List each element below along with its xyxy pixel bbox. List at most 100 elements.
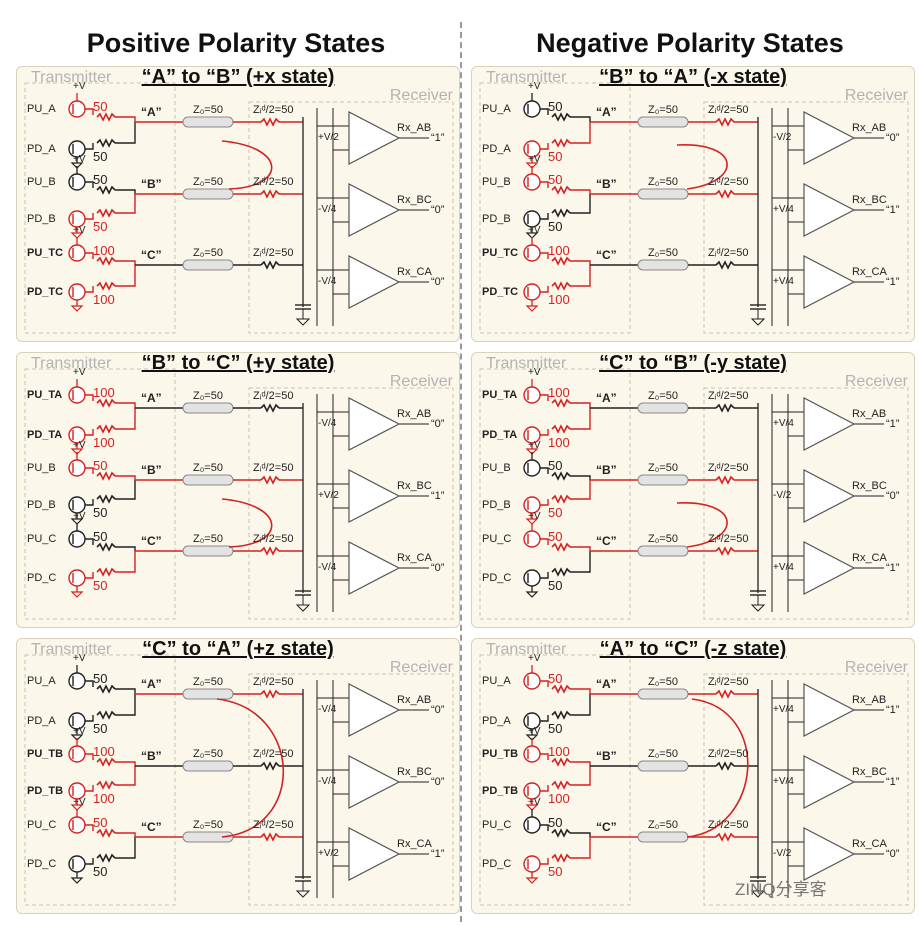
z0-label: Z₀=50 xyxy=(193,390,223,402)
zid-label: Zᵢᵈ/2=50 xyxy=(708,390,749,402)
supply-label: +V xyxy=(528,225,541,236)
rx-output: “1” xyxy=(431,848,445,860)
rx-output: “1” xyxy=(886,704,900,716)
comparator-icon xyxy=(803,111,856,165)
z0-label: Z₀=50 xyxy=(193,462,223,474)
transistor-icon xyxy=(68,459,86,477)
pull-device-label: PD_B xyxy=(27,499,56,511)
reference-voltage: -V/4 xyxy=(318,204,337,215)
pull-device-label: PD_TB xyxy=(27,785,64,797)
transistor-icon xyxy=(68,530,86,548)
resistor-icon xyxy=(96,710,116,720)
transistor-icon xyxy=(523,459,541,477)
rx-label: Rx_AB xyxy=(852,694,887,706)
wire-label: “A” xyxy=(596,677,617,691)
comparator-icon xyxy=(348,183,401,237)
transmitter-box xyxy=(24,82,176,334)
rx-output: “0” xyxy=(431,418,445,430)
supply-label: +V xyxy=(73,367,86,378)
pull-device-label: PU_TA xyxy=(27,389,63,401)
ground-icon xyxy=(525,162,539,169)
resistor-icon xyxy=(551,281,571,291)
transmission-line-icon xyxy=(637,188,689,200)
resistor-value: 50 xyxy=(93,505,108,520)
reference-voltage: +V/2 xyxy=(318,132,339,143)
transmission-line-icon xyxy=(182,259,234,271)
resistor-value: 50 xyxy=(548,99,563,114)
z0-label: Z₀=50 xyxy=(193,104,223,116)
resistor-value: 50 xyxy=(93,815,108,830)
supply-label: +V xyxy=(73,653,86,664)
zid-label: Zᵢᵈ/2=50 xyxy=(708,247,749,259)
transmitter-label: Transmitter xyxy=(486,69,567,86)
resistor-value: 50 xyxy=(548,149,563,164)
zid-label: Zᵢᵈ/2=50 xyxy=(253,104,294,116)
transmitter-box xyxy=(479,368,631,620)
zid-label: Zᵢᵈ/2=50 xyxy=(708,676,749,688)
reference-voltage: +V/4 xyxy=(773,204,794,215)
pull-device-label: PD_B xyxy=(27,213,56,225)
resistor-icon xyxy=(551,710,571,720)
rx-output: “0” xyxy=(886,848,900,860)
supply-label: +V xyxy=(73,225,86,236)
reference-voltage: -V/2 xyxy=(773,132,792,143)
supply-label: +V xyxy=(73,440,86,451)
ground-icon xyxy=(70,232,84,239)
rx-label: Rx_AB xyxy=(852,408,887,420)
receiver-box xyxy=(703,101,909,334)
ground-icon xyxy=(525,448,539,455)
reference-voltage: -V/2 xyxy=(773,490,792,501)
receiver-box xyxy=(703,387,909,620)
ground-icon xyxy=(70,162,84,169)
positive-polarity-title: Positive Polarity States xyxy=(86,28,386,58)
rx-label: Rx_BC xyxy=(852,480,887,492)
pull-device-label: PU_C xyxy=(482,819,512,831)
rx-output: “0” xyxy=(431,704,445,716)
comparator-icon xyxy=(348,469,401,523)
transmitter-box xyxy=(24,368,176,620)
z0-label: Z₀=50 xyxy=(193,247,223,259)
wire-label: “B” xyxy=(141,749,162,763)
zid-label: Zᵢᵈ/2=50 xyxy=(253,462,294,474)
z0-label: Z₀=50 xyxy=(648,533,678,545)
resistor-value: 50 xyxy=(548,721,563,736)
resistor-value: 50 xyxy=(548,864,563,879)
reference-voltage: -V/2 xyxy=(773,848,792,859)
transmitter-label: Transmitter xyxy=(31,355,112,372)
resistor-icon xyxy=(96,398,116,408)
termination-resistor-icon xyxy=(260,403,280,413)
ground-icon xyxy=(70,305,84,312)
termination-resistor-icon xyxy=(260,546,280,556)
zid-label: Zᵢᵈ/2=50 xyxy=(253,390,294,402)
wire-label: “C” xyxy=(141,248,162,262)
pull-device-label: PD_B xyxy=(482,213,511,225)
resistor-value: 100 xyxy=(548,243,570,258)
termination-resistor-icon xyxy=(260,189,280,199)
ground-icon xyxy=(750,604,766,612)
watermark: ZINQ分享客 xyxy=(735,880,827,899)
state-panel: Transmitter Receiver “B” to “C” (+y state)… xyxy=(16,352,460,628)
comparator-icon xyxy=(803,683,856,737)
resistor-icon xyxy=(551,112,571,122)
ground-icon xyxy=(525,232,539,239)
transmission-line-icon xyxy=(182,688,234,700)
comparator-icon xyxy=(348,827,401,881)
pull-device-label: PD_TC xyxy=(27,286,64,298)
wire-label: “C” xyxy=(596,534,617,548)
ground-icon xyxy=(295,604,311,612)
transistor-icon xyxy=(523,244,541,262)
receiver-label: Receiver xyxy=(389,87,453,104)
rx-output: “1” xyxy=(886,276,900,288)
receiver-box xyxy=(248,101,454,334)
current-flow-arrow xyxy=(676,502,728,548)
transmitter-label: Transmitter xyxy=(31,641,112,658)
state-panel: Transmitter Receiver “C” to “A” (+z state)… xyxy=(16,638,460,914)
rx-output: “1” xyxy=(886,776,900,788)
supply-label: +V xyxy=(528,81,541,92)
resistor-icon xyxy=(96,757,116,767)
termination-resistor-icon xyxy=(715,260,735,270)
receiver-label: Receiver xyxy=(844,87,908,104)
comparator-icon xyxy=(803,541,856,595)
resistor-value: 100 xyxy=(548,292,570,307)
current-flow-arrow xyxy=(221,498,273,548)
